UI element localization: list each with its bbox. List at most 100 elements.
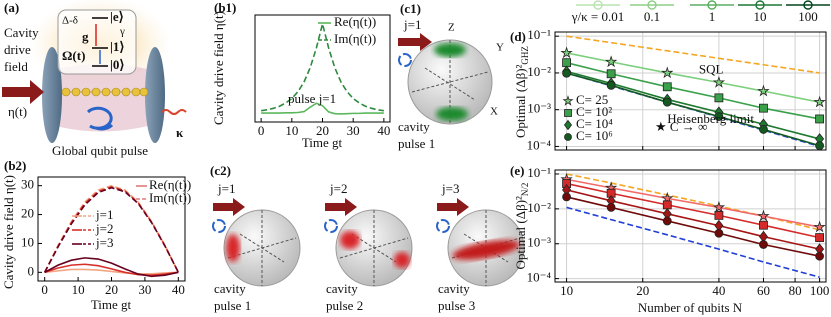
x-tick-label: 10 [72,282,85,297]
pulse-index: j=3 [441,181,459,196]
marker [606,80,616,90]
panel-label: (e) [510,163,524,178]
y-tick-label: 10⁻⁴ [527,137,552,152]
detuning: Δ-δ [62,15,78,27]
mirror [42,47,62,143]
pulse-icon [324,219,338,233]
y-tick-label: 30 [21,177,34,192]
marker [813,220,826,233]
pulse-index: j=1 [403,17,421,32]
marker [813,95,826,108]
level-1: |1⟩ [110,39,124,54]
x-axis-label: Time gt [91,297,132,312]
marker [712,75,726,88]
x-tick-label: 20 [316,123,329,138]
series-line [44,263,179,277]
x-tick-label: 100 [810,283,830,298]
legend-label: 10 [754,9,767,24]
series-line [566,70,820,140]
pulse-label: Global qubit pulse [52,143,148,158]
x-tick-label: 0 [41,282,48,297]
legend-label: j=3 [95,235,113,250]
omega: Ω(t) [62,48,85,63]
marker [714,228,724,238]
y-axis-label: Cavity drive field η(t) [1,175,16,289]
panel-c2: (c2) j=1 j=2 j=3 cavity pulse 1 cavity p… [210,163,525,313]
series-line [566,189,820,250]
y-axis-label: Optimal (Δβ)²GHZ [513,46,530,138]
x-tick-label: 40 [377,123,390,138]
panel-label: (d) [510,29,526,44]
loss-wave [161,109,187,115]
marker [662,97,672,107]
drive-label: field [4,59,28,74]
state-blob [452,240,520,260]
y-tick-label: 10⁻³ [527,101,551,116]
marker [759,220,768,230]
marker [757,84,770,97]
axis-label: Z [448,22,455,34]
panel-label: (b1) [214,0,236,15]
panel-label: (a) [4,0,19,15]
y-axis-label: Optimal (Δβ)²N/2 [513,183,530,270]
series-layer [566,173,820,278]
drive-label: drive [4,42,31,57]
legend-label: Re(η(t)) [334,14,376,29]
marker [815,251,824,261]
y-tick-label: 10⁻⁴ [527,270,552,285]
legend-label: j=1 [95,207,113,222]
marker [661,191,674,204]
marker [562,58,571,68]
series-line [566,72,820,147]
x-tick-label: 0 [258,123,265,138]
level-0: |0⟩ [110,57,124,72]
state-blob [436,107,468,121]
marker [562,68,571,78]
chart: 10⁻¹ 10⁻² 10⁻³ 10⁻⁴ 10 20 40 60 80 100 (e) Number o… [510,163,829,315]
series-label: SQL [699,61,724,76]
y-axis-label-main: Optimal (Δβ)² [513,64,528,137]
y-axis-label-sub: GHZ [520,46,530,65]
drive-arrow [437,198,469,216]
legend-marker [755,0,765,10]
plot-frame [554,169,827,283]
x-tick-label: 40 [712,283,725,298]
atoms [61,87,149,97]
series-layer [566,35,820,148]
x-tick-label: 20 [105,282,118,297]
x-tick-label: 20 [636,283,649,298]
y-axis-label-main: Optimal (Δβ)² [513,196,528,269]
marker [562,95,574,106]
state-blob [394,252,410,268]
series-line [566,182,820,239]
chart: 0 10 20 30 0 10 20 30 40 (b2) Time gt Cavity drive … [1,158,191,312]
marker [815,114,824,124]
marker [606,203,616,212]
plot-frame [554,31,827,151]
y-tick-label: 20 [21,206,34,221]
marker [662,82,672,92]
marker [606,69,616,79]
caption: pulse 1 [398,136,435,151]
pulse-arrow [95,123,114,131]
marker [564,109,572,117]
pulse-index: j=1 [217,181,235,196]
legend-label: C= 10⁶ [576,128,613,143]
level-box [57,9,137,75]
legend-label: j=2 [95,221,113,236]
pulse-icon [436,219,450,233]
series-line [566,196,820,257]
marker [563,119,573,131]
x-tick-label: 30 [138,282,151,297]
panel-a: Δ-δ |e⟩ γ g |1⟩ Ω(t) |0⟩ (a) Cavity driv… [2,0,187,158]
drive-arrow [398,33,432,51]
caption: pulse 1 [214,298,251,313]
series-label: Heisenberg limit [667,111,754,126]
drive-arrow [213,198,245,216]
x-tick-label: 60 [757,283,770,298]
x-axis-label: Number of qubits N [638,300,743,315]
marker [662,200,672,210]
legend-marker [803,0,813,10]
gamma: γ [119,26,125,38]
